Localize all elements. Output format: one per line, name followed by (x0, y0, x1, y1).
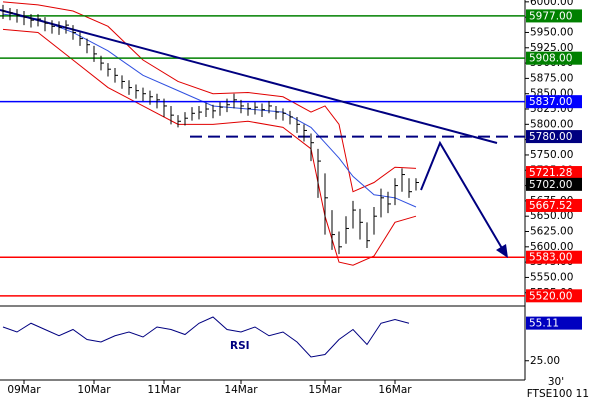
price-label: 5780.00 (529, 131, 572, 143)
overlay-line (2, 28, 417, 266)
y-tick-label: 6000.00 (530, 0, 573, 8)
price-label: 5583.00 (529, 252, 572, 264)
x-tick-label: 09Mar (7, 384, 41, 396)
overlay-line (2, 1, 417, 193)
price-label-box (526, 166, 582, 180)
forecast-arrow (420, 140, 504, 251)
y-tick-label: 5925.00 (530, 42, 573, 54)
price-label-box (526, 177, 582, 191)
x-tick-label: 14Mar (224, 384, 258, 396)
interval: 30' (548, 376, 564, 388)
price-label-box (526, 95, 582, 109)
price-label-box (526, 130, 582, 144)
rsi-title: RSI (230, 340, 250, 352)
y-tick-label: 5550.00 (530, 271, 573, 283)
rsi-line (2, 316, 410, 358)
price-label-box (526, 250, 582, 264)
price-label: 5721.28 (529, 167, 572, 179)
x-tick-label: 16Mar (378, 384, 412, 396)
price-label-box (526, 316, 582, 330)
y-tick-label: 5600.00 (530, 241, 573, 253)
x-tick-label: 15Mar (308, 384, 342, 396)
y-tick-label: 5625.00 (530, 226, 573, 238)
price-label: 5908.00 (529, 53, 572, 65)
price-label-box (526, 51, 582, 65)
price-label-box (526, 9, 582, 23)
price-label: 5837.00 (529, 96, 572, 108)
price-label: 5667.52 (529, 200, 572, 212)
y-tick-label: 5750.00 (530, 149, 573, 161)
price-label: 5520.00 (529, 290, 572, 302)
price-label-box (526, 289, 582, 303)
rsi-tick-label: 25.00 (530, 355, 560, 367)
y-tick-label: 5800.00 (530, 118, 573, 130)
price-label: 55.11 (529, 318, 559, 330)
trend-line (0, 9, 498, 144)
x-tick-label: 10Mar (77, 384, 111, 396)
price-label-box (526, 198, 582, 212)
x-tick-label: 11Mar (147, 384, 181, 396)
y-tick-label: 5650.00 (530, 210, 573, 222)
symbol: FTSE100 11 (527, 388, 589, 400)
overlay-line (2, 13, 417, 208)
arrow-head (496, 244, 508, 258)
price-label: 5702.00 (529, 179, 572, 191)
price-label: 5977.00 (529, 10, 572, 22)
y-tick-label: 5950.00 (530, 26, 573, 38)
y-tick-label: 5875.00 (530, 72, 573, 84)
